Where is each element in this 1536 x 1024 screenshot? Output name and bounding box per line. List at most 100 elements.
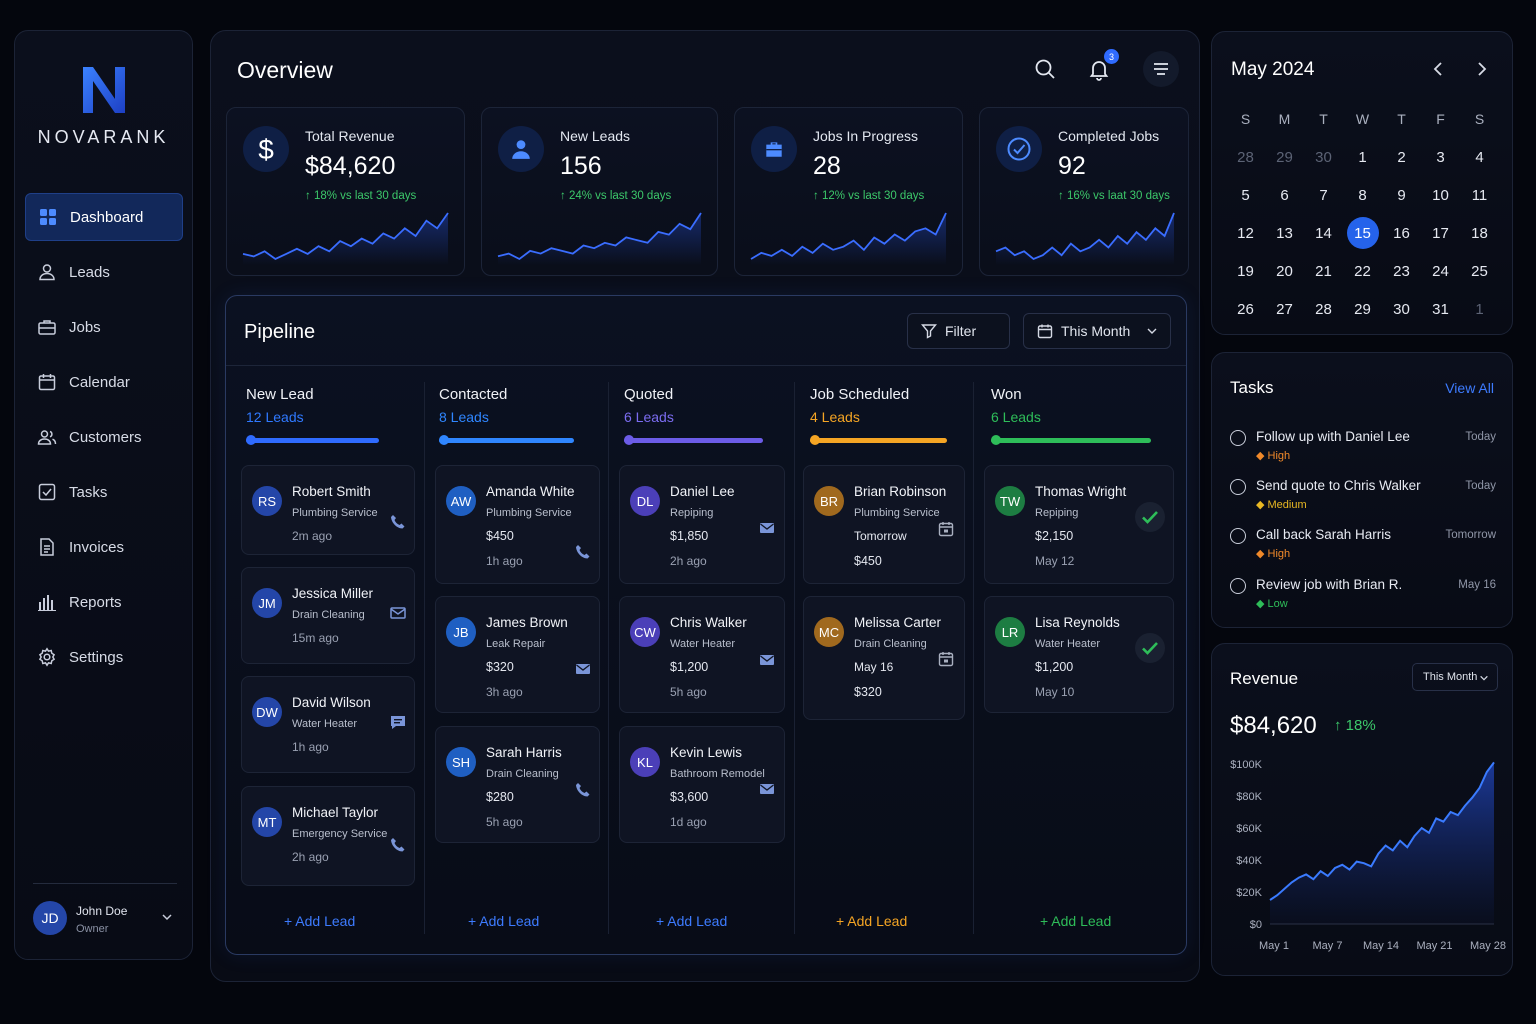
calendar-day[interactable]: 9 [1397,186,1406,204]
stat-card-jobs-in-progress[interactable]: Jobs In Progress 28 ↑ 12% vs last 30 day… [734,107,963,276]
calendar-day[interactable]: 20 [1276,262,1293,280]
phone-icon[interactable] [389,513,407,531]
lead-card[interactable]: MC Melissa Carter Drain Cleaning May 16 … [803,596,965,720]
calendar-day[interactable]: 22 [1354,262,1371,280]
phone-icon[interactable] [389,836,407,854]
phone-icon[interactable] [574,543,592,561]
mail-icon[interactable] [389,604,407,622]
calendar-day[interactable]: 18 [1471,224,1488,242]
stat-card-new-leads[interactable]: New Leads 156 ↑ 24% vs last 30 days [481,107,718,276]
calendar-day[interactable]: 5 [1241,186,1250,204]
calendar-icon[interactable] [937,520,955,538]
sidebar-item-dashboard[interactable]: Dashboard [25,193,183,241]
calendar-day[interactable]: 29 [1354,300,1371,318]
calendar-day[interactable]: 8 [1358,186,1367,204]
calendar-day[interactable]: 2 [1397,148,1406,166]
calendar-day[interactable]: 21 [1315,262,1332,280]
lead-card[interactable]: CW Chris Walker Water Heater $1,200 5h a… [619,596,785,713]
calendar-day[interactable]: 30 [1315,148,1332,166]
add-lead-button[interactable]: + Add Lead [656,913,728,929]
sidebar-item-invoices[interactable]: Invoices [25,523,183,571]
lead-card[interactable]: JB James Brown Leak Repair $320 3h ago [435,596,600,713]
calendar-day[interactable]: 17 [1432,224,1449,242]
add-lead-button[interactable]: + Add Lead [1040,913,1112,929]
calendar-day[interactable]: 16 [1393,224,1410,242]
chevron-down-icon[interactable] [161,911,173,923]
task-item[interactable]: Send quote to Chris Walker ◆ Medium Toda… [1230,477,1496,521]
calendar-day[interactable]: 1 [1475,300,1484,318]
calendar-day[interactable]: 7 [1319,186,1328,204]
user-menu[interactable]: JD John Doe Owner [33,901,183,941]
chevron-left-icon[interactable] [1430,60,1448,78]
calendar-day[interactable]: 31 [1432,300,1449,318]
lead-card[interactable]: BR Brian Robinson Plumbing Service Tomor… [803,465,965,584]
task-item[interactable]: Call back Sarah Harris ◆ High Tomorrow [1230,526,1496,570]
sidebar-item-tasks[interactable]: Tasks [25,468,183,516]
calendar-day[interactable]: 13 [1276,224,1293,242]
stat-card-total-revenue[interactable]: $ Total Revenue $84,620 ↑ 18% vs last 30… [226,107,465,276]
calendar-day[interactable]: 26 [1237,300,1254,318]
calendar-day[interactable]: 19 [1237,262,1254,280]
task-item[interactable]: Follow up with Daniel Lee ◆ High Today [1230,428,1496,472]
calendar-day[interactable]: 29 [1276,148,1293,166]
mail-icon[interactable] [758,519,776,537]
sidebar-item-reports[interactable]: Reports [25,578,183,626]
calendar-day[interactable]: 14 [1315,224,1332,242]
calendar-day[interactable]: 12 [1237,224,1254,242]
lead-card[interactable]: KL Kevin Lewis Bathroom Remodel $3,600 1… [619,726,785,843]
add-lead-button[interactable]: + Add Lead [468,913,540,929]
filter-button[interactable]: Filter [907,313,1010,349]
x-tick-label: May 1 [1259,940,1289,952]
calendar-icon[interactable] [937,650,955,668]
stat-card-completed-jobs[interactable]: Completed Jobs 92 ↑ 16% vs laat 30 days [979,107,1189,276]
add-lead-button[interactable]: + Add Lead [836,913,908,929]
lead-card[interactable]: LR Lisa Reynolds Water Heater $1,200 May… [984,596,1174,713]
calendar-day[interactable]: 4 [1475,148,1484,166]
sidebar-item-jobs[interactable]: Jobs [25,303,183,351]
sidebar-item-settings[interactable]: Settings [25,633,183,681]
lead-card[interactable]: RS Robert Smith Plumbing Service 2m ago [241,465,415,555]
lead-card[interactable]: JM Jessica Miller Drain Cleaning 15m ago [241,567,415,664]
calendar-day[interactable]: 10 [1432,186,1449,204]
lead-card[interactable]: DL Daniel Lee Repiping $1,850 2h ago [619,465,785,584]
task-checkbox[interactable] [1230,528,1246,544]
calendar-day[interactable]: 28 [1237,148,1254,166]
lead-card[interactable]: SH Sarah Harris Drain Cleaning $280 5h a… [435,726,600,843]
calendar-day-today[interactable]: 15 [1343,214,1382,252]
lead-card[interactable]: AW Amanda White Plumbing Service $450 1h… [435,465,600,584]
search-button[interactable] [1029,53,1061,85]
mail-icon[interactable] [758,780,776,798]
calendar-day[interactable]: 24 [1432,262,1449,280]
lead-card[interactable]: TW Thomas Wright Repiping $2,150 May 12 [984,465,1174,584]
calendar-day[interactable]: 25 [1471,262,1488,280]
sidebar-item-customers[interactable]: Customers [25,413,183,461]
lead-name: Kevin Lewis [670,745,743,760]
calendar-day[interactable]: 1 [1358,148,1367,166]
lead-card[interactable]: DW David Wilson Water Heater 1h ago [241,676,415,773]
calendar-day[interactable]: 23 [1393,262,1410,280]
view-all-link[interactable]: View All [1445,380,1494,396]
sidebar-item-leads[interactable]: Leads [25,248,183,296]
mail-icon[interactable] [574,660,592,678]
mail-icon[interactable] [758,651,776,669]
calendar-day[interactable]: 30 [1393,300,1410,318]
menu-button[interactable] [1143,51,1179,87]
phone-icon[interactable] [574,781,592,799]
calendar-day[interactable]: 11 [1471,186,1488,204]
task-item[interactable]: Review job with Brian R. ◆ Low May 16 [1230,576,1496,620]
chat-icon[interactable] [389,713,407,731]
calendar-day[interactable]: 6 [1280,186,1289,204]
calendar-day[interactable]: 27 [1276,300,1293,318]
task-checkbox[interactable] [1230,430,1246,446]
task-checkbox[interactable] [1230,479,1246,495]
calendar-day[interactable]: 3 [1436,148,1445,166]
chevron-right-icon[interactable] [1472,60,1490,78]
task-checkbox[interactable] [1230,578,1246,594]
notifications-button[interactable] [1083,53,1115,85]
add-lead-button[interactable]: + Add Lead [284,913,356,929]
period-select[interactable]: This Month [1023,313,1171,349]
revenue-period-select[interactable]: This Month [1412,663,1498,691]
lead-card[interactable]: MT Michael Taylor Emergency Service 2h a… [241,786,415,886]
sidebar-item-calendar[interactable]: Calendar [25,358,183,406]
calendar-day[interactable]: 28 [1315,300,1332,318]
